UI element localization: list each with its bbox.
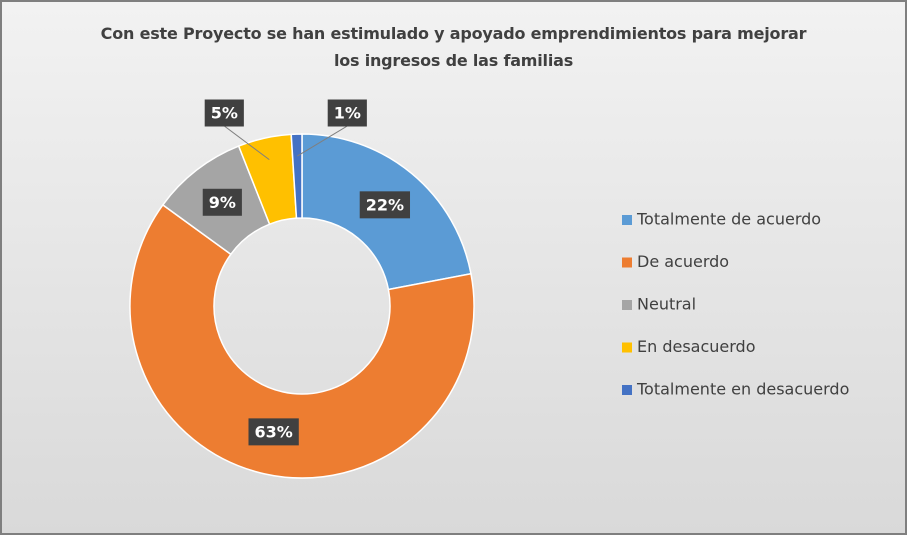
data-label: 63%: [248, 418, 299, 446]
legend-swatch: [622, 300, 632, 310]
data-label-text: 5%: [211, 104, 238, 123]
data-label-box: [359, 191, 411, 219]
legend-label: Totalmente de acuerdo: [636, 210, 821, 229]
data-label: 9%: [202, 188, 242, 216]
legend-label: De acuerdo: [637, 252, 729, 271]
data-label-box: [327, 99, 367, 127]
data-label: 5%: [204, 99, 244, 127]
donut-slice: [129, 203, 475, 479]
data-label-text: 22%: [366, 195, 404, 214]
leader-line: [223, 125, 270, 161]
legend-label: En desacuerdo: [637, 337, 756, 356]
data-label-box: [248, 418, 299, 446]
legend-label: Neutral: [637, 295, 696, 314]
data-label-box: [204, 99, 244, 127]
data-label-text: 63%: [254, 422, 292, 441]
legend-swatch: [622, 385, 632, 395]
leader-line: [297, 125, 348, 157]
legend-label: Totalmente en desacuerdo: [636, 380, 849, 399]
chart-title: Con este Proyecto se han estimulado y ap…: [100, 24, 807, 70]
data-label-text: 9%: [209, 193, 236, 212]
data-label: 1%: [327, 99, 367, 127]
legend-swatch: [622, 215, 632, 225]
legend-swatch: [622, 342, 632, 353]
legend-swatch: [622, 257, 632, 268]
data-label-box: [202, 188, 242, 216]
data-label-text: 1%: [334, 104, 361, 123]
data-label: 22%: [359, 191, 411, 219]
